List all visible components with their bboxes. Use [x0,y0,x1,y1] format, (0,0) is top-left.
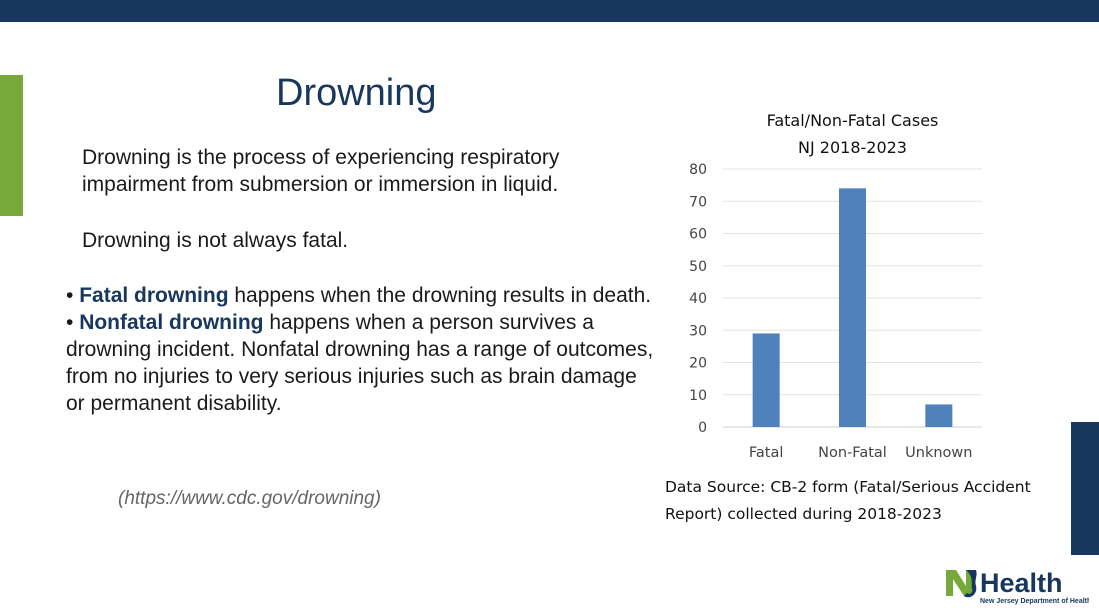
y-tick-label: 60 [689,227,707,243]
bullet-term: Fatal drowning [79,284,229,307]
x-tick-label: Unknown [905,445,972,461]
bullet-fatal: • Fatal drowning happens when the drowni… [66,284,652,307]
y-tick-label: 0 [698,420,707,436]
y-tick-label: 20 [689,356,707,372]
navy-accent-bar [1071,422,1099,555]
y-tick-label: 10 [689,388,707,404]
y-tick-label: 50 [689,259,707,275]
definition-text: Drowning is the process of experiencing … [82,146,560,196]
data-source-note: Data Source: CB-2 form (Fatal/Serious Ac… [665,478,1031,523]
bullet-text: happens when a person survives a drownin… [66,311,654,415]
x-tick-label: Non-Fatal [818,445,887,461]
top-banner [0,0,1099,22]
y-tick-label: 40 [689,291,707,307]
y-tick-label: 70 [689,194,707,210]
green-accent-bar [0,75,23,216]
y-tick-label: 30 [689,323,707,339]
bar-chart: 0 10 20 30 40 50 60 70 80 Fatal Non-Fatal Unknown [689,162,982,461]
x-tick-label: Fatal [749,445,784,461]
y-tick-label: 80 [689,162,707,178]
bullet-nonfatal: • Nonfatal drowning happens when a perso… [66,311,654,415]
source-link[interactable]: (https://www.cdc.gov/drowning) [118,488,381,509]
bar-non-fatal [839,188,866,427]
slide-title: Drowning [276,72,437,114]
chart-title-line: NJ 2018-2023 [798,138,907,157]
bullet-term: Nonfatal drowning [79,311,264,334]
chart-title-line: Fatal/Non-Fatal Cases [766,111,939,130]
bar-unknown [925,404,953,427]
svg-text:Health: Health [980,568,1063,598]
chart-title: Fatal/Non-Fatal Cases NJ 2018-2023 [700,107,1005,161]
bullet-text: happens when the drowning results in dea… [228,284,652,307]
not-always-fatal-text: Drowning is not always fatal. [82,229,349,252]
bullet-list: • Fatal drowning happens when the drowni… [66,282,656,417]
nj-health-logo: Health New Jersey Department of Health [946,568,1089,605]
bar-fatal [752,333,780,427]
svg-text:New Jersey Department of Healt: New Jersey Department of Health [980,598,1089,605]
